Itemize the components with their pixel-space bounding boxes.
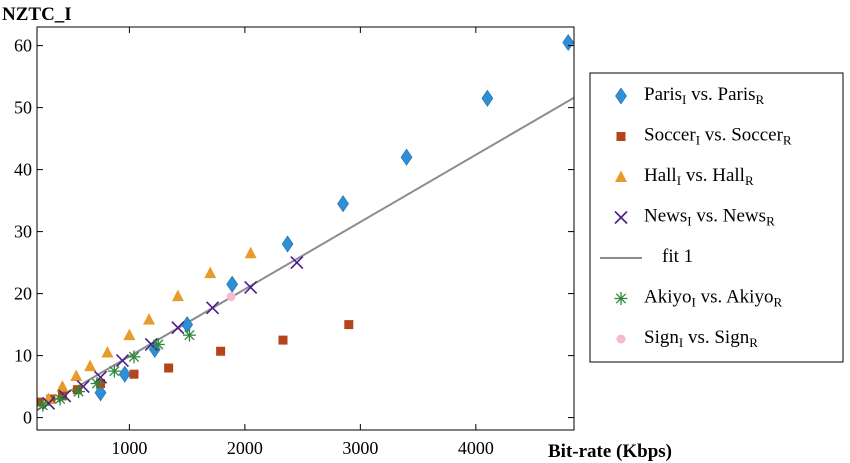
- legend-label: ParisI vs. ParisR: [644, 84, 765, 107]
- x-axis-label: Bit-rate (Kbps): [548, 441, 672, 462]
- data-point-series-2: [244, 246, 257, 259]
- data-point-series-4: [53, 392, 67, 406]
- data-point-series-2: [171, 289, 184, 302]
- legend-entry: ParisI vs. ParisR: [615, 84, 765, 107]
- legend-label: AkiyoI vs. AkiyoR: [644, 287, 782, 310]
- data-point-series-3: [290, 256, 304, 270]
- legend-swatch: [616, 334, 626, 344]
- legend-entry: fit 1: [600, 246, 693, 267]
- y-tick-label: 20: [14, 284, 32, 304]
- data-point-series-3: [244, 280, 258, 294]
- x-tick-label: 2000: [227, 438, 263, 458]
- legend-label: HallI vs. HallR: [644, 165, 754, 188]
- y-axis-label: NZTC_I: [2, 4, 72, 25]
- data-point-series-4: [107, 364, 121, 378]
- data-point-series-4: [127, 350, 141, 364]
- legend-entry: HallI vs. HallR: [615, 165, 754, 188]
- legend-swatch: [616, 132, 626, 141]
- legend-swatch: [615, 170, 627, 182]
- data-point-series-0: [181, 316, 193, 334]
- legend-entry: NewsI vs. NewsR: [614, 206, 775, 229]
- legend-entry: SoccerI vs. SoccerR: [616, 125, 792, 148]
- legend-swatch: [615, 87, 627, 105]
- legend-label: fit 1: [662, 246, 693, 267]
- data-point-series-3: [144, 337, 158, 352]
- data-point-series-1: [278, 335, 288, 345]
- data-point-series-1: [129, 369, 139, 379]
- data-point-series-2: [204, 266, 217, 279]
- data-point-series-0: [337, 195, 349, 213]
- y-tick-label: 30: [14, 222, 32, 242]
- legend-label: NewsI vs. NewsR: [644, 206, 775, 229]
- data-point-series-0: [94, 384, 107, 402]
- data-point-series-0: [226, 275, 239, 293]
- data-point-series-0: [562, 33, 574, 52]
- data-point-series-0: [400, 148, 413, 166]
- legend-entry: SignI vs. SignR: [616, 327, 758, 350]
- legend-label: SoccerI vs. SoccerR: [644, 125, 792, 148]
- data-point-series-4: [182, 328, 196, 342]
- data-point-series-2: [84, 359, 97, 372]
- data-point-series-2: [70, 369, 83, 382]
- legend-label: SignI vs. SignR: [644, 327, 758, 350]
- y-tick-label: 50: [14, 98, 32, 118]
- y-tick-label: 40: [14, 160, 32, 180]
- data-point-series-0: [281, 235, 294, 253]
- y-tick-label: 10: [14, 346, 32, 366]
- x-tick-label: 4000: [458, 438, 494, 458]
- data-point-series-3: [171, 321, 185, 335]
- data-point-series-2: [143, 313, 156, 325]
- data-point-series-4: [37, 398, 50, 412]
- data-point-series-4: [72, 385, 86, 399]
- x-tick-label: 1000: [111, 438, 147, 458]
- data-point-series-3: [115, 353, 130, 368]
- data-point-series-4: [151, 337, 165, 351]
- fit-line: [37, 96, 574, 412]
- legend-entry: AkiyoI vs. AkiyoR: [614, 287, 782, 310]
- data-point-series-4: [90, 377, 104, 390]
- data-point-series-0: [481, 89, 494, 107]
- data-point-series-1: [164, 363, 174, 373]
- data-point-series-0: [118, 365, 131, 383]
- data-point-series-5: [226, 292, 236, 302]
- legend-box: [589, 72, 844, 363]
- data-point-series-2: [56, 380, 69, 392]
- data-point-series-2: [101, 346, 114, 358]
- y-tick-label: 60: [14, 36, 32, 56]
- data-point-series-2: [123, 328, 136, 341]
- y-tick-label: 0: [23, 408, 32, 428]
- data-point-series-1: [344, 320, 354, 330]
- legend-swatch: [614, 210, 628, 225]
- data-point-series-3: [205, 301, 220, 315]
- data-point-series-1: [216, 346, 226, 356]
- legend-swatch: [614, 292, 628, 305]
- x-tick-label: 3000: [342, 438, 378, 458]
- plot-area: [37, 33, 574, 412]
- plot-frame: [36, 26, 575, 431]
